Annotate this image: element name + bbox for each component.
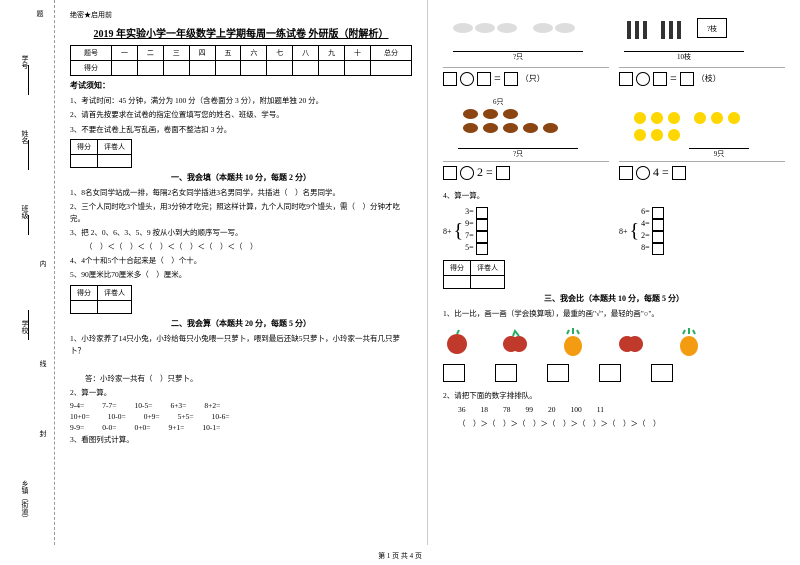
cmp-blanks: （ ）＞（ ）＞（ ）＞（ ）＞（ ）＞（ ）＞（ ）: [443, 418, 785, 430]
q-text: 3、看图列式计算。: [70, 434, 412, 446]
fruit-icon: [443, 328, 471, 356]
instruction-item: 2、请首先按要求在试卷的指定位置填写您的姓名、班级、学号。: [70, 109, 412, 120]
eq-boxes: 4=: [619, 165, 785, 180]
curly-calc: 8+{ 6= 4= 2= 8=: [619, 207, 785, 255]
section2-title: 二、我会算（本题共 20 分，每题 5 分）: [70, 318, 412, 329]
left-column: 绝密★启用前 2019 年实验小学一年级数学上学期每周一练试卷 外研版（附解析）…: [55, 0, 428, 545]
fruit-icon: [559, 328, 587, 356]
section1-title: 一、我会填（本题共 10 分，每题 2 分）: [70, 172, 412, 183]
eq-boxes: =（枝）: [619, 71, 785, 86]
bind-label: 线: [38, 360, 48, 367]
q-text: 1、8名女同学站成一排，每隔2名女同学插进3名男同学，共插进（ ）名男同学。: [70, 187, 412, 199]
bind-label: 乡镇（街道）: [20, 480, 30, 522]
instructions-title: 考试须知：: [70, 80, 412, 91]
eq-boxes: 2=: [443, 165, 609, 180]
q-text: 5、90厘米比70厘米多（ ）厘米。: [70, 269, 412, 281]
binding-margin: 题 学号 姓名 班级 内 学校 线 封 乡镇（街道）: [0, 0, 55, 545]
secret-label: 绝密★启用前: [70, 10, 412, 20]
q-text: 4、算一算。: [443, 190, 785, 202]
instruction-item: 1、考试时间：45 分钟，满分为 100 分（含卷面分 3 分），附加题单独 2…: [70, 95, 412, 106]
grader-table: 得分评卷人: [443, 260, 505, 289]
q-text: 3、把 2、0、6、3、5、9 按从小到大的顺序写一写。: [70, 227, 412, 239]
score-table: 题号一二三四五六七八九十总分 得分: [70, 45, 412, 76]
instruction-item: 3、不要在试卷上乱写乱画，卷面不整洁扣 3 分。: [70, 124, 412, 135]
fruit-icon: [675, 328, 703, 356]
answer-boxes: [443, 364, 785, 382]
bind-label: 题: [35, 10, 45, 17]
fruit-row: [443, 328, 785, 356]
grader-table: 得分评卷人: [70, 285, 132, 314]
bind-label: 内: [38, 260, 48, 267]
calc-row: 9-9=0-0=0+0=9+1=10-1=: [70, 423, 412, 432]
calc-row: 9-4=7-7=10-5=6+3=8+2=: [70, 401, 412, 410]
eq-boxes: =（只）: [443, 71, 609, 86]
q-text: 2、请把下面的数字排排队。: [443, 390, 785, 402]
curly-calc: 8+{ 3= 9= 7= 5=: [443, 207, 609, 255]
bind-label: 封: [38, 430, 48, 437]
section3-title: 三、我会比（本题共 10 分，每题 5 分）: [443, 293, 785, 304]
q-text: （ ）＜（ ）＜（ ）＜（ ）＜（ ）＜（ ）: [70, 241, 412, 253]
fruit-icon: [617, 328, 645, 356]
num-list: 36 18 78 99 20 100 11: [443, 404, 785, 416]
ducks-pic: ?只: [443, 13, 609, 68]
brushes-pic: ?枝 10枝: [619, 13, 785, 68]
q-text: 1、比一比，画一画（学会换算哦），最重的画"√"，最轻的画"○"。: [443, 308, 785, 320]
q-answer: 答：小玲家一共有（ ）只萝卜。: [70, 373, 412, 385]
fruit-icon: [501, 328, 529, 356]
paper-title: 2019 年实验小学一年级数学上学期每周一练试卷 外研版（附解析）: [70, 25, 412, 40]
q-text: 2、三个人同时吃3个馒头，用3分钟才吃完；照这样计算，九个人同时吃9个馒头，需（…: [70, 201, 412, 225]
right-column: ?只 =（只） ?枝 10枝 =（枝） 6只: [428, 0, 800, 545]
q-text: 4、4个十和5个十合起来是（ ）个十。: [70, 255, 412, 267]
page-footer: 第 1 页 共 4 页: [0, 551, 800, 561]
q-text: 1、小玲家养了14只小兔，小玲给每只小兔喂一只萝卜，喂到最后还缺5只萝卜，小玲家…: [70, 333, 412, 357]
chicks-pic: 9只: [619, 97, 785, 162]
snails-pic: 6只 ?只: [443, 97, 609, 162]
calc-row: 10+0=10-0=0+9=5+5=10-6=: [70, 412, 412, 421]
q-text: 2、算一算。: [70, 387, 412, 399]
grader-table: 得分评卷人: [70, 139, 132, 168]
